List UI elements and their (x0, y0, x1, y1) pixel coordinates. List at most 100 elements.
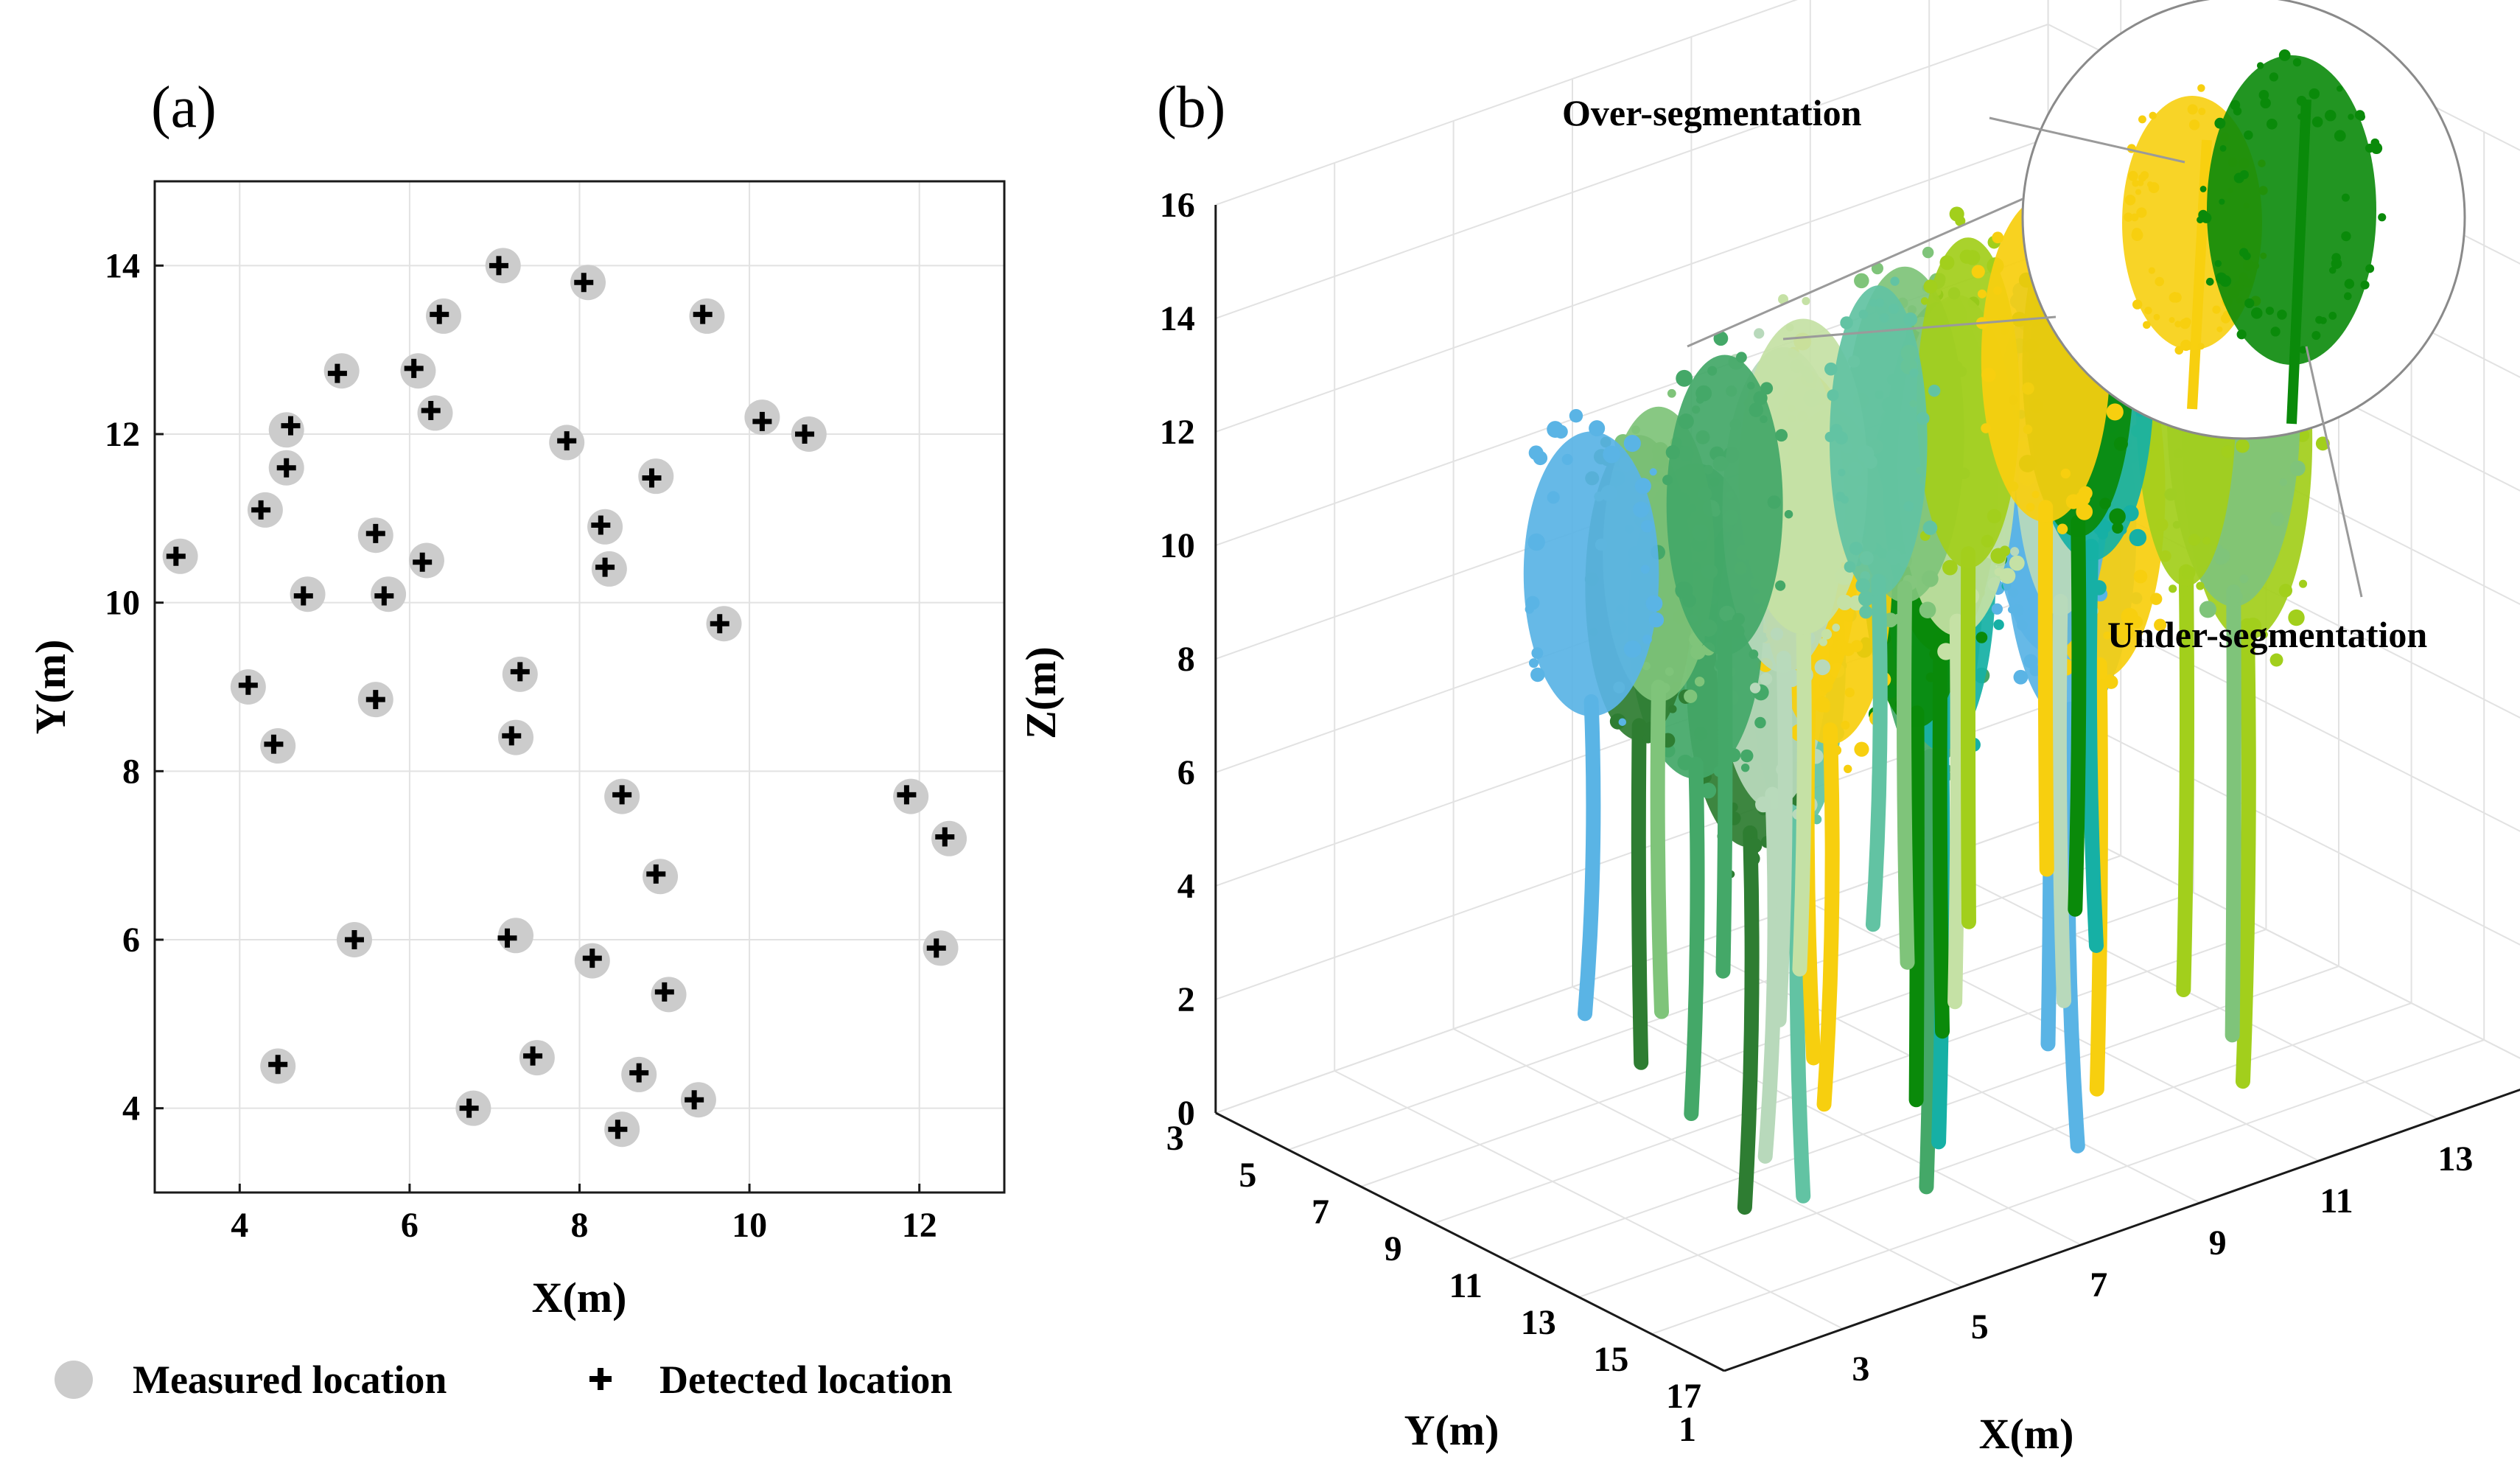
crown-point (1859, 605, 1873, 619)
inset-point (2124, 195, 2136, 206)
inset-point (2153, 313, 2160, 321)
zoom-line-2 (1782, 315, 2057, 341)
crown-point (1922, 246, 1934, 259)
tree-stem (2037, 500, 2054, 877)
crown-point (1784, 509, 1793, 519)
over-segmentation-label: Over-segmentation (1562, 92, 1862, 133)
inset-point (2214, 117, 2226, 129)
crown-point (2026, 503, 2035, 512)
under-segmentation-label: Under-segmentation (2107, 614, 2427, 655)
inset-point (2278, 49, 2291, 61)
crown-point (1942, 559, 1958, 576)
crown-point (1802, 296, 1810, 305)
detected-location-point (608, 1120, 628, 1139)
y-tick-label: 8 (122, 752, 140, 791)
inset-point (2219, 198, 2225, 205)
detected-location-point (365, 523, 385, 543)
z-tick-label: 6 (1177, 753, 1195, 792)
crown-point (1760, 415, 1768, 424)
crown-point (1740, 749, 1754, 763)
crown-point (1919, 601, 1936, 619)
inset-point (2199, 186, 2207, 192)
inset-point (2220, 313, 2231, 324)
floor-grid-line (1723, 1089, 2520, 1372)
crown-point (1676, 369, 1693, 387)
detected-location-point (654, 982, 674, 1002)
crown-point (2091, 580, 2107, 596)
crown-point (2060, 468, 2071, 479)
crown-point (1844, 688, 1855, 698)
floor-grid-line (1334, 1070, 1844, 1330)
crown-point (1722, 620, 1739, 637)
crown-point (1854, 273, 1869, 289)
inset-point (2258, 90, 2269, 100)
tree-stem (2176, 564, 2194, 997)
tree-stem (2082, 538, 2104, 953)
panel-a-points (162, 248, 967, 1148)
crown-point (1831, 745, 1842, 755)
crown-point (2213, 548, 2230, 565)
detected-location-point (421, 400, 441, 420)
crown-point (1992, 231, 2004, 244)
crown-point (2181, 565, 2196, 580)
tree-stem (1684, 756, 1705, 1122)
detected-location-point (612, 785, 632, 805)
crown-point (1623, 434, 1641, 453)
crown-point (2149, 593, 2163, 605)
crown-point (1928, 384, 1941, 397)
crown-point (1814, 659, 1831, 676)
crown-point (1659, 682, 1670, 694)
y-tick-label: 15 (1593, 1340, 1628, 1379)
crown-point (1746, 837, 1763, 853)
detected-location-point (591, 515, 611, 535)
crown-point (1844, 561, 1856, 573)
detected-location-point (459, 1098, 479, 1118)
z-tick-label: 12 (1160, 413, 1195, 452)
inset-point (2149, 111, 2157, 120)
detected-location-point (281, 416, 301, 436)
inset-point (2146, 181, 2154, 188)
inset-point (2334, 130, 2346, 142)
tree-stem (1771, 650, 1793, 1028)
crown-point (1875, 298, 1884, 307)
under-segmentation-leader (2305, 346, 2363, 598)
x-tick-label: 3 (1852, 1349, 1869, 1389)
crown-point (1785, 323, 1794, 332)
crown-point (1814, 696, 1830, 713)
crown-point (1916, 411, 1930, 425)
x-tick-label: 12 (902, 1206, 937, 1245)
x-tick-label: 9 (2209, 1223, 2227, 1263)
inset-point (2244, 298, 2255, 309)
detected-location-point (404, 358, 424, 378)
detected-location-point (926, 938, 946, 958)
inset-point (2328, 312, 2337, 320)
crown-point (1939, 255, 1955, 270)
legend-detected-marker (589, 1368, 612, 1390)
crown-point (1684, 689, 1698, 703)
detected-location-point (795, 425, 815, 444)
crown-point (1640, 565, 1650, 574)
legend: Measured location Detected location (55, 1358, 952, 1402)
inset-point (2214, 259, 2222, 268)
panel-a: (a) 4 6 8 10 12 4 6 8 10 12 14 X(m) Y(m) Measured … (27, 75, 1006, 1402)
crown-point (1920, 297, 1929, 305)
inset-point (2169, 292, 2180, 303)
floor-grid-line (1578, 1002, 2412, 1298)
zoom-inset-trees (2122, 49, 2387, 425)
z-tick-label: 8 (1177, 640, 1195, 679)
x-tick-label: 5 (1971, 1307, 1989, 1347)
crown-point (2129, 528, 2147, 547)
detected-location-point (374, 586, 394, 606)
panel-b-tick-labels: 35791113153579111315170246810121416 (1160, 186, 2474, 1416)
detected-location-point (523, 1046, 543, 1066)
panel-a-plot-frame (153, 180, 1006, 1194)
detected-location-point (344, 930, 364, 949)
crown-point (1981, 367, 1996, 383)
crown-point (2289, 460, 2306, 476)
crown-point (2278, 584, 2293, 598)
inset-point (2309, 88, 2320, 99)
crown-point (1649, 468, 1657, 476)
detected-location-point (413, 552, 433, 572)
crown-point (1528, 445, 1544, 461)
zoom-inset (1687, 0, 2466, 598)
